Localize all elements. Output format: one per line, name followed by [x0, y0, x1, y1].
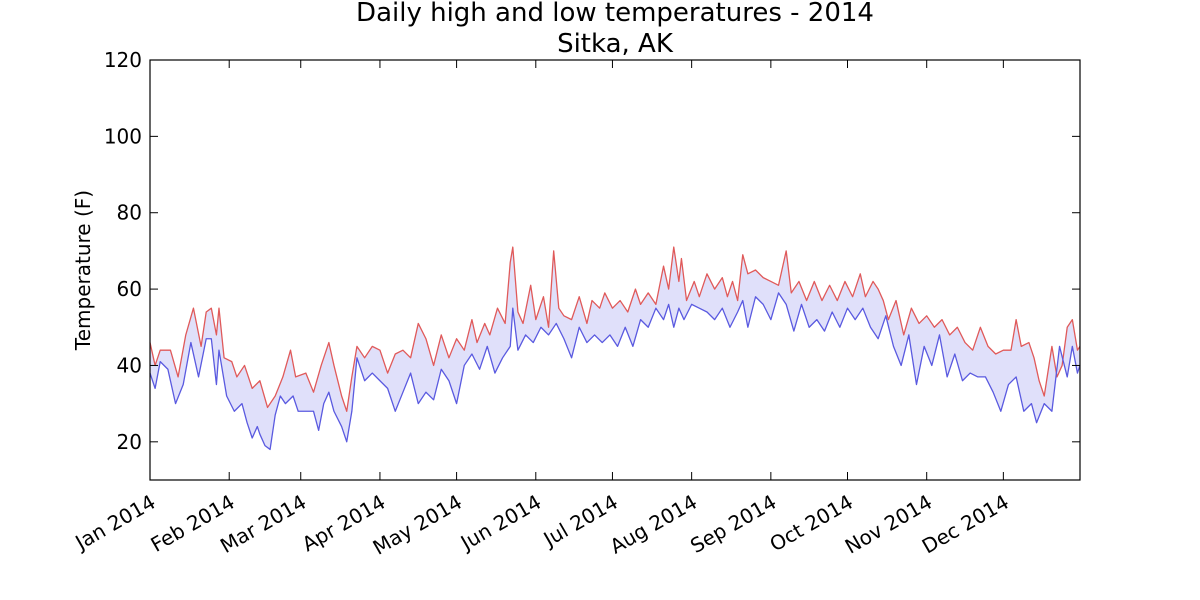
y-tick-label: 20	[117, 430, 142, 454]
high-temperature-line	[149, 246, 1081, 412]
y-tick-label: 120	[104, 48, 142, 72]
chart-title: Daily high and low temperatures - 2014	[356, 0, 874, 28]
temperature-range-fill	[150, 247, 1080, 450]
plot-area-frame	[149, 59, 1081, 481]
y-tick-label: 40	[117, 353, 142, 377]
y-tick-label: 100	[104, 124, 142, 148]
low-temperature-line	[149, 292, 1081, 451]
y-tick-label: 60	[117, 277, 142, 301]
series-lines-group	[149, 246, 1081, 451]
chart-subtitle: Sitka, AK	[557, 29, 674, 59]
y-tick-label: 80	[117, 201, 142, 225]
range-fill-group	[150, 247, 1080, 450]
y-axis-label: Temperature (F)	[71, 190, 95, 351]
y-axis: 20 40 60 80 100 120	[104, 48, 1080, 454]
